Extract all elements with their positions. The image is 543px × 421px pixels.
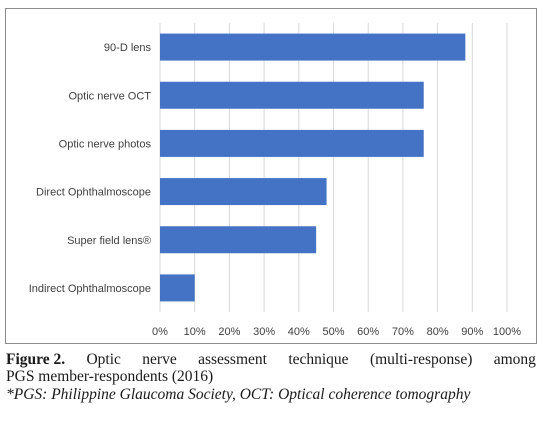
category-label: Super field lens®: [67, 235, 151, 247]
caption-word: Optic: [86, 351, 121, 368]
category-label: Direct Ophthalmoscope: [36, 187, 151, 199]
caption-footnote: *PGS: Philippine Glaucoma Society, OCT: …: [6, 386, 471, 403]
x-tick-label: 90%: [461, 326, 483, 338]
x-tick-label: 20%: [218, 326, 240, 338]
category-label: Optic nerve OCT: [68, 90, 151, 102]
bar: [160, 178, 327, 206]
caption-label: Figure 2.: [6, 351, 66, 368]
chart-frame: 0% 10% 20% 30% 40% 50% 60% 70% 80% 90% 100% 90-D le…: [5, 8, 537, 344]
caption-word: assessment: [198, 351, 267, 368]
bar-chart: 0% 10% 20% 30% 40% 50% 60% 70% 80% 90% 100% 90-D le…: [29, 23, 521, 338]
caption-word: technique: [288, 351, 349, 368]
x-tick-label: 30%: [253, 326, 275, 338]
bar: [160, 81, 424, 109]
bar: [160, 274, 195, 302]
caption-line-2: PGS member-respondents (2016): [6, 368, 214, 385]
caption-word: among: [493, 351, 536, 368]
category-label: 90-D lens: [104, 42, 152, 54]
figure-caption: Figure 2. Optic nerve assessment techniq…: [6, 351, 536, 403]
bar: [160, 33, 466, 61]
x-tick-label: 70%: [392, 326, 414, 338]
x-tick-label: 80%: [427, 326, 449, 338]
bar: [160, 129, 424, 157]
x-tick-label: 50%: [322, 326, 344, 338]
category-label: Indirect Ophthalmoscope: [29, 283, 151, 295]
x-tick-label: 10%: [184, 326, 206, 338]
category-label: Optic nerve photos: [59, 138, 152, 150]
caption-word: (multi-response): [369, 351, 473, 368]
bar: [160, 226, 317, 254]
caption-word: nerve: [142, 351, 177, 368]
caption-line-1: Figure 2. Optic nerve assessment techniq…: [6, 351, 536, 368]
x-tick-label: 60%: [357, 326, 379, 338]
x-tick-label: 0%: [152, 326, 168, 338]
x-tick-label: 100%: [493, 326, 521, 338]
x-tick-label: 40%: [288, 326, 310, 338]
